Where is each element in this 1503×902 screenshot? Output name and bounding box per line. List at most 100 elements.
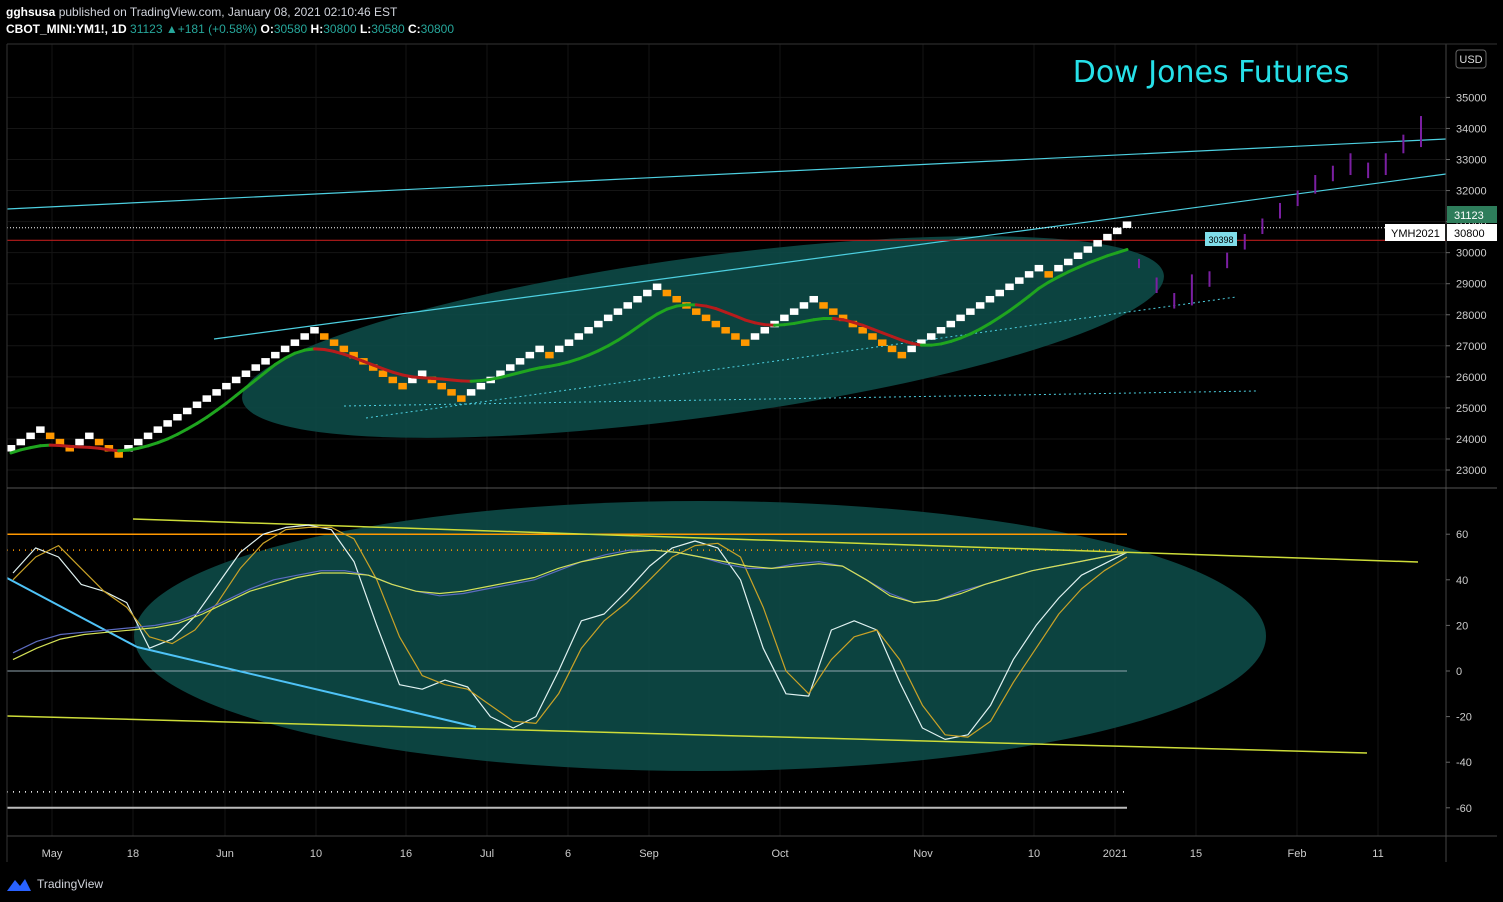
ma-segment — [440, 377, 454, 382]
price-tick-label: 30000 — [1456, 248, 1487, 260]
renko-brick-down — [437, 382, 446, 390]
renko-brick-down — [1044, 271, 1053, 278]
renko-brick-up — [134, 438, 143, 446]
left-blue-trendline-a — [6, 577, 138, 648]
osc-tick-label: 0 — [1456, 666, 1462, 678]
time-tick-label: 6 — [565, 848, 571, 860]
low-value: 30580 — [371, 22, 405, 36]
renko-brick-down — [838, 314, 848, 322]
ma-segment — [479, 377, 493, 383]
renko-brick-up — [564, 339, 574, 346]
oscillator-series-line — [12, 549, 1128, 661]
last-price: 31123 — [130, 22, 163, 36]
ma-segment — [68, 444, 82, 449]
price-tick-label: 35000 — [1456, 92, 1487, 104]
symbol-name[interactable]: CBOT_MINI:YM1!, 1D — [6, 22, 127, 36]
close-value: 30800 — [420, 22, 455, 36]
ma-segment — [949, 336, 963, 343]
ma-segment — [430, 376, 444, 381]
ma-segment — [1047, 275, 1060, 284]
ma-segment — [910, 341, 923, 347]
ma-segment — [841, 318, 855, 324]
renko-brick-up — [554, 345, 564, 353]
ma-segment — [401, 373, 414, 379]
ma-segment — [812, 316, 826, 322]
ma-segment — [802, 318, 816, 324]
high-value: 30800 — [323, 22, 357, 36]
publisher-name[interactable]: gghsusa — [6, 5, 56, 19]
renko-brick-up — [153, 426, 163, 433]
ma-segment — [342, 352, 356, 360]
upper-channel-line — [6, 138, 1447, 210]
ma-segment — [469, 379, 483, 383]
ma-segment — [508, 371, 522, 377]
renko-brick-up — [212, 389, 221, 396]
ma-segment — [655, 307, 669, 316]
ma-segment — [978, 321, 992, 331]
high-label: H: — [310, 22, 324, 36]
level-price-tag-text: 30398 — [1208, 235, 1233, 245]
ma-segment — [929, 342, 943, 347]
renko-brick-up — [926, 333, 936, 340]
osc-tick-label: 60 — [1456, 529, 1468, 541]
ma-segment — [675, 303, 688, 308]
ma-segment — [616, 332, 630, 342]
renko-brick-down — [45, 432, 55, 440]
osc-tick-label: -20 — [1456, 712, 1472, 724]
renko-brick-up — [613, 308, 623, 315]
time-tick-label: 10 — [310, 848, 322, 860]
price-change: +181 (+0.58%) — [177, 22, 258, 36]
ma-segment — [636, 318, 649, 329]
footer: TradingView — [6, 873, 103, 895]
renko-brick-up — [280, 345, 290, 353]
price-tick-label: 32000 — [1456, 186, 1487, 198]
base-dotted-line — [343, 390, 1257, 407]
renko-brick-down — [692, 308, 701, 315]
renko-brick-up — [789, 308, 799, 315]
ma-segment — [1027, 286, 1041, 298]
ma-segment — [273, 356, 287, 366]
renko-brick-up — [417, 370, 427, 377]
ma-segment — [361, 359, 375, 367]
ma-segment — [763, 323, 777, 327]
renko-brick-down — [378, 370, 388, 377]
ma-segment — [645, 312, 659, 322]
chart-annotation-title: Dow Jones Futures — [1073, 55, 1350, 90]
ma-segment — [9, 448, 23, 455]
ma-segment — [1008, 302, 1021, 313]
renko-brick-down — [868, 333, 877, 340]
price-tick-label: 27000 — [1456, 341, 1487, 353]
ma-segment — [136, 444, 150, 450]
renko-bricks — [6, 221, 1132, 458]
renko-brick-up — [192, 401, 202, 409]
renko-brick-up — [975, 302, 985, 309]
renko-brick-down — [672, 295, 681, 303]
renko-brick-up — [1054, 264, 1063, 272]
ma-segment — [959, 332, 972, 340]
ma-segment — [303, 347, 316, 352]
left-blue-trendline-b — [136, 646, 477, 728]
currency-button[interactable]: USD — [1455, 49, 1487, 69]
footer-brand[interactable]: TradingView — [37, 877, 104, 891]
time-tick-label: Feb — [1288, 848, 1307, 860]
currency-label: USD — [1459, 54, 1482, 66]
close-label: C: — [407, 22, 421, 36]
time-tick-label: 2021 — [1103, 848, 1127, 860]
ma-segment — [410, 375, 424, 380]
ma-segment — [528, 366, 542, 372]
price-tick-label: 26000 — [1456, 372, 1487, 384]
renko-brick-down — [878, 339, 887, 346]
ma-segment — [1105, 251, 1119, 258]
publisher-line: gghsusa published on TradingView.com, Ja… — [6, 5, 397, 19]
ma-segment — [1115, 248, 1129, 255]
renko-brick-down — [368, 364, 378, 371]
ma-segment — [567, 357, 581, 364]
renko-brick-up — [1005, 283, 1014, 291]
ma-segment — [714, 307, 728, 314]
renko-brick-up — [623, 302, 632, 309]
published-text: published on TradingView.com, January 08… — [58, 5, 398, 19]
renko-brick-up — [995, 289, 1004, 297]
time-tick-label: 15 — [1190, 848, 1202, 860]
ma-segment — [58, 443, 72, 448]
